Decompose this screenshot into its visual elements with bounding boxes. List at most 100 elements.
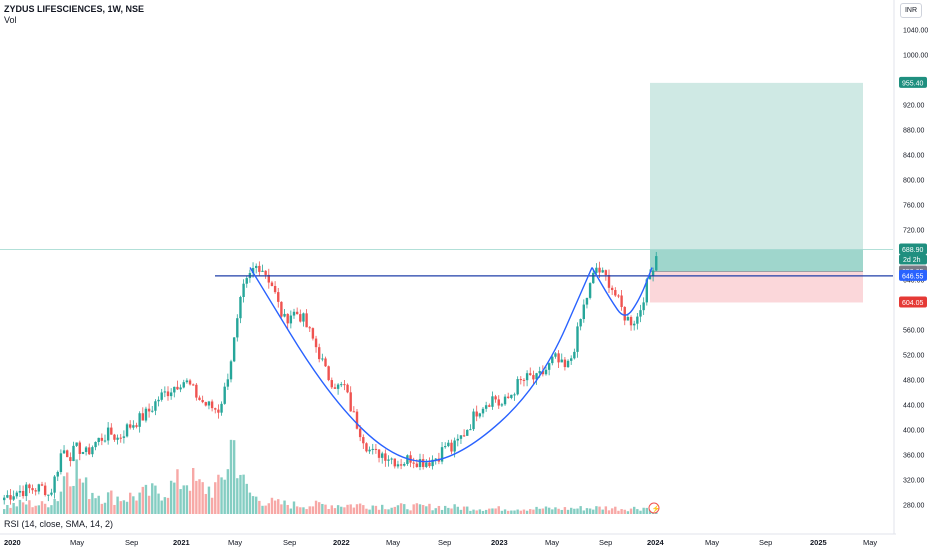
volume-bar <box>614 506 617 514</box>
candle-body <box>21 490 25 497</box>
volume-bar <box>66 472 69 514</box>
candle-body <box>484 405 488 409</box>
volume-bar <box>242 474 245 514</box>
candle-body <box>346 384 349 393</box>
volume-bar <box>239 474 242 514</box>
candle-body <box>362 437 365 444</box>
volume-bar <box>579 506 582 514</box>
volume-bar <box>592 509 595 514</box>
candle-body <box>69 457 72 462</box>
candle-body <box>497 399 500 406</box>
candle-body <box>314 338 318 348</box>
candle-body <box>368 449 371 452</box>
candle-body <box>103 440 107 442</box>
volume-bar <box>456 506 459 514</box>
price-tag-box <box>899 243 927 255</box>
price-tag-label: 955.40 <box>902 80 924 87</box>
volume-bar <box>9 507 12 514</box>
volume-bar <box>210 497 214 514</box>
candle-body <box>43 485 47 495</box>
candle-body <box>456 438 459 441</box>
candle-body <box>255 265 258 268</box>
candle-body <box>358 428 362 438</box>
candle-body <box>327 366 330 381</box>
volume-bar <box>72 485 75 514</box>
candle-body <box>610 287 614 291</box>
volume-bar <box>106 492 110 514</box>
currency-button[interactable]: INR <box>900 3 922 18</box>
x-tick-label: Sep <box>599 538 612 547</box>
candle-body <box>97 437 100 443</box>
candle-body <box>311 328 315 339</box>
candle-body <box>541 371 545 375</box>
volume-bar <box>604 506 608 514</box>
candle-body <box>355 411 359 429</box>
volume-bar <box>377 509 381 514</box>
x-tick-label: 2025 <box>810 538 827 547</box>
volume-bar <box>469 510 472 514</box>
candle-body <box>226 379 230 387</box>
volume-bar <box>198 479 201 514</box>
candle-body <box>88 447 91 455</box>
volume-bar <box>421 504 425 514</box>
volume-bar <box>333 508 337 514</box>
volume-bar <box>154 485 157 514</box>
candle-body <box>217 409 220 413</box>
candle-body <box>37 484 41 492</box>
volume-bar <box>538 508 541 514</box>
candle-body <box>614 290 617 296</box>
price-tag-label: 604.05 <box>902 300 924 307</box>
volume-bar <box>450 508 453 514</box>
volume-bar <box>510 510 513 514</box>
candle-body <box>620 295 623 307</box>
candle-body <box>305 313 308 328</box>
candle-body <box>176 386 179 390</box>
candle-body <box>639 310 642 317</box>
volume-bar <box>349 504 352 514</box>
candle-body <box>25 484 28 497</box>
volume-bar <box>166 497 170 514</box>
candle-body <box>551 356 554 364</box>
x-tick-label: May <box>863 538 877 547</box>
price-tag-last: 688.90 2d 2h <box>899 243 927 265</box>
candle-body <box>125 424 129 437</box>
x-tick-label: May <box>705 538 719 547</box>
candle-body <box>261 270 264 272</box>
candle-body <box>151 410 154 412</box>
volume-bar <box>365 508 368 514</box>
volume-bar <box>396 505 400 514</box>
candle-body <box>459 435 463 439</box>
volume-bar <box>522 509 526 514</box>
candle-body <box>289 315 293 324</box>
volume-bar <box>18 499 22 514</box>
x-tick-label: 2020 <box>4 538 21 547</box>
candle-body <box>47 494 50 496</box>
volume-bar <box>182 485 185 514</box>
candle-body <box>491 396 494 407</box>
candles <box>3 251 658 505</box>
volume-bar <box>201 482 204 514</box>
volume-bar <box>362 505 365 514</box>
volume-bar <box>406 509 409 514</box>
candle-body <box>374 448 378 450</box>
candle-body <box>333 387 337 389</box>
candle-body <box>308 327 311 329</box>
volume-bar <box>37 505 41 514</box>
candle-body <box>302 313 305 322</box>
volume-bar <box>110 490 113 514</box>
volume-bar <box>399 503 403 514</box>
volume-bar <box>610 508 614 514</box>
candle-body <box>503 396 507 405</box>
candle-body <box>538 371 541 374</box>
volume-bar <box>97 495 100 514</box>
y-tick-label: 840.00 <box>903 153 925 160</box>
candle-body <box>507 396 510 398</box>
candle-body <box>286 313 289 324</box>
volume-bar <box>582 510 585 514</box>
volume-bar <box>314 500 318 514</box>
candle-body <box>513 394 516 396</box>
candle-body <box>201 399 204 403</box>
overlay-lines <box>215 267 893 463</box>
volume-bar <box>248 492 252 514</box>
